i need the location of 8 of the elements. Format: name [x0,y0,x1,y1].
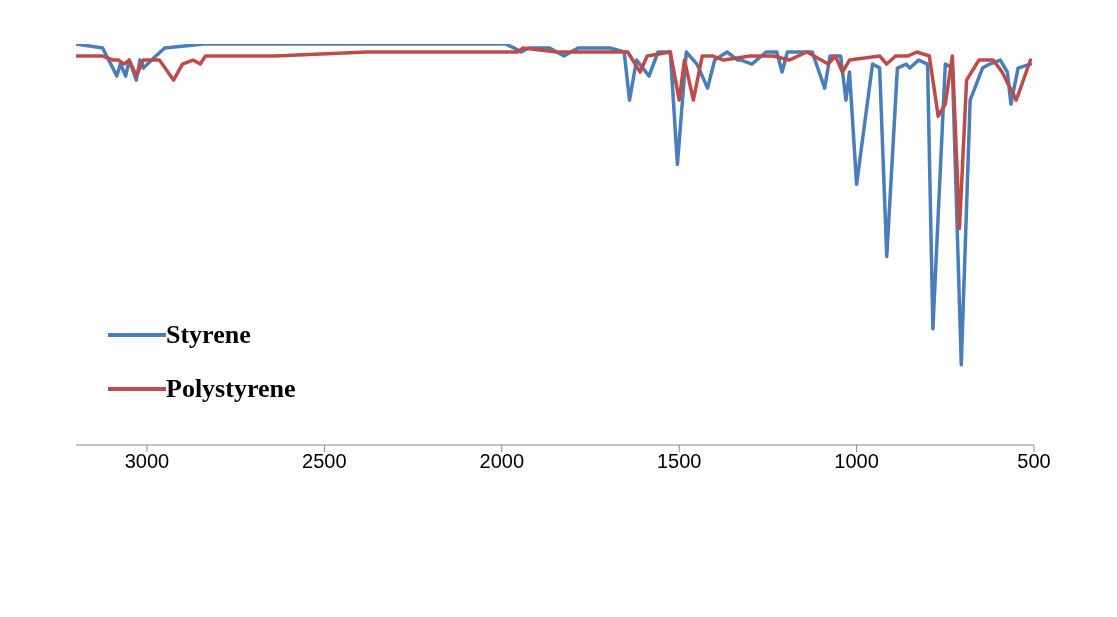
x-tick-label: 500 [1017,450,1051,473]
x-tick-label: 2500 [302,450,347,473]
legend-label: Styrene [166,320,251,350]
x-tick-label: 1500 [656,450,702,473]
x-tick-label: 2000 [479,450,525,473]
legend-label: Polystyrene [166,374,296,404]
x-tick-label: 1000 [834,450,879,473]
x-tick-label: 3000 [124,450,170,473]
